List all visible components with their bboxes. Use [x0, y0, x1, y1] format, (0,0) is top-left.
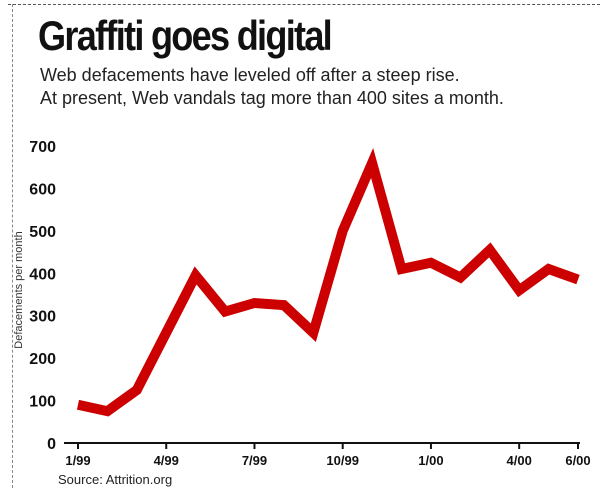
top-rule: [8, 4, 600, 5]
y-tick-label: 500: [29, 224, 56, 241]
x-tick-label: 4/99: [154, 453, 179, 468]
y-tick-label: 400: [29, 266, 56, 283]
y-tick-label: 0: [47, 436, 56, 453]
y-tick-label: 300: [29, 309, 56, 326]
x-tick-label: 10/99: [326, 453, 359, 468]
source-note: Source: Attrition.org: [58, 472, 173, 487]
x-tick-label: 1/00: [418, 453, 443, 468]
subtitle-line-1: Web defacements have leveled off after a…: [40, 65, 460, 85]
y-tick-label: 100: [29, 394, 56, 411]
left-rule: [12, 4, 13, 488]
x-tick-label: 7/99: [242, 453, 267, 468]
series-group: [76, 148, 580, 417]
y-tick-label: 700: [29, 139, 56, 156]
chart-subtitle: Web defacements have leveled off after a…: [40, 64, 504, 110]
x-tick-label: 1/99: [65, 453, 90, 468]
y-axis-label: Defacements per month: [13, 231, 25, 348]
chart-title: Graffiti goes digital: [38, 12, 333, 59]
y-tick-label: 200: [29, 351, 56, 368]
subtitle-line-2: At present, Web vandals tag more than 40…: [40, 88, 504, 108]
y-tick-labels: 0 100 200 300 400 500 600 700: [29, 139, 56, 453]
x-tick-labels: 1/99 4/99 7/99 10/99 1/00 4/00 6/00: [65, 443, 591, 468]
series-line: [76, 148, 580, 417]
x-tick-label: 6/00: [565, 453, 590, 468]
y-tick-label: 600: [29, 181, 56, 198]
x-tick-label: 4/00: [507, 453, 532, 468]
